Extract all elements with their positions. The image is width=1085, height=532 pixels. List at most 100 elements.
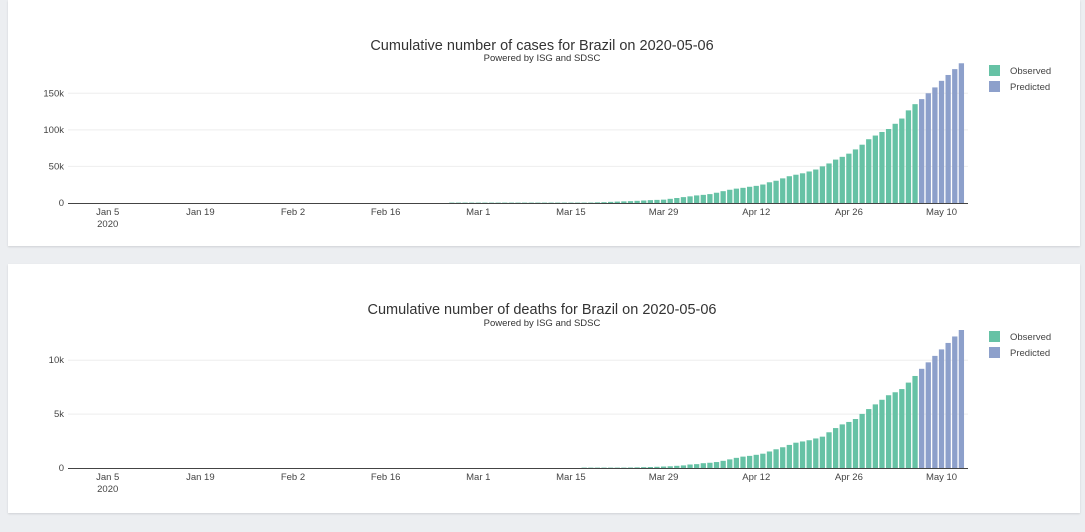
bar-observed[interactable] [846, 421, 852, 468]
legend-item-observed[interactable]: Observed [989, 331, 1051, 343]
bar-observed[interactable] [680, 197, 687, 203]
bar-predicted[interactable] [938, 349, 945, 468]
bar-observed[interactable] [680, 465, 687, 468]
bar-predicted[interactable] [932, 355, 938, 469]
bar-predicted[interactable] [932, 87, 938, 203]
bar-predicted[interactable] [919, 99, 925, 203]
bar-observed[interactable] [885, 129, 892, 203]
bar-observed[interactable] [799, 173, 806, 203]
bar-observed[interactable] [905, 382, 912, 468]
bar-observed[interactable] [733, 457, 740, 468]
bar-observed[interactable] [647, 467, 653, 468]
bar-predicted[interactable] [945, 74, 951, 203]
bar-observed[interactable] [806, 171, 812, 203]
bar-observed[interactable] [700, 463, 706, 468]
bar-predicted[interactable] [945, 342, 951, 468]
bar-observed[interactable] [899, 389, 905, 468]
bar-observed[interactable] [614, 201, 620, 203]
bar-observed[interactable] [641, 200, 647, 204]
bar-observed[interactable] [839, 156, 845, 203]
bar-observed[interactable] [760, 184, 766, 203]
bar-observed[interactable] [892, 123, 898, 203]
bar-predicted[interactable] [952, 69, 958, 204]
bar-observed[interactable] [879, 131, 885, 203]
bar-observed[interactable] [833, 428, 839, 468]
bar-observed[interactable] [826, 432, 832, 468]
bar-predicted[interactable] [925, 93, 931, 203]
bar-observed[interactable] [740, 187, 746, 203]
bar-observed[interactable] [799, 441, 806, 468]
legend-item-predicted[interactable]: Predicted [989, 347, 1050, 359]
bar-observed[interactable] [780, 447, 786, 468]
bar-observed[interactable] [667, 466, 673, 468]
bar-observed[interactable] [654, 199, 660, 203]
bar-observed[interactable] [647, 200, 653, 203]
bar-observed[interactable] [780, 178, 786, 203]
bar-observed[interactable] [852, 149, 859, 203]
bar-observed[interactable] [720, 460, 726, 468]
bar-observed[interactable] [806, 440, 812, 468]
bar-observed[interactable] [846, 153, 852, 203]
bar-predicted[interactable] [938, 80, 945, 203]
bar-observed[interactable] [786, 444, 792, 468]
bar-predicted[interactable] [958, 63, 965, 203]
bar-observed[interactable] [839, 424, 845, 468]
bar-observed[interactable] [773, 180, 779, 203]
bar-observed[interactable] [733, 188, 740, 203]
bar-observed[interactable] [621, 201, 627, 203]
bar-observed[interactable] [912, 375, 918, 468]
bar-observed[interactable] [819, 436, 826, 468]
bar-observed[interactable] [713, 462, 720, 468]
bar-observed[interactable] [852, 419, 859, 468]
bar-predicted[interactable] [919, 368, 925, 468]
bar-observed[interactable] [660, 466, 667, 468]
bar-observed[interactable] [746, 186, 753, 203]
bar-observed[interactable] [654, 466, 660, 468]
bar-observed[interactable] [859, 144, 865, 203]
bar-observed[interactable] [872, 404, 878, 468]
bar-observed[interactable] [826, 163, 832, 203]
bar-observed[interactable] [601, 202, 607, 203]
bar-observed[interactable] [694, 464, 700, 468]
bar-observed[interactable] [667, 198, 673, 203]
bar-observed[interactable] [760, 453, 766, 468]
bar-observed[interactable] [813, 438, 819, 468]
bar-observed[interactable] [813, 169, 819, 203]
legend-item-predicted[interactable]: Predicted [989, 81, 1050, 93]
bar-observed[interactable] [766, 451, 773, 468]
bar-observed[interactable] [773, 449, 779, 468]
bar-observed[interactable] [674, 465, 680, 468]
bar-observed[interactable] [885, 395, 892, 468]
bar-observed[interactable] [746, 455, 753, 468]
bar-observed[interactable] [594, 202, 601, 203]
bar-observed[interactable] [713, 192, 720, 203]
bar-observed[interactable] [627, 467, 634, 469]
bar-predicted[interactable] [952, 336, 958, 468]
bar-observed[interactable] [866, 409, 872, 468]
bar-observed[interactable] [872, 135, 878, 203]
bar-observed[interactable] [819, 166, 826, 203]
bar-observed[interactable] [634, 467, 640, 468]
bar-observed[interactable] [866, 139, 872, 203]
bar-observed[interactable] [694, 195, 700, 203]
bar-observed[interactable] [753, 454, 759, 468]
legend-item-observed[interactable]: Observed [989, 65, 1051, 77]
bar-predicted[interactable] [958, 330, 965, 468]
bar-observed[interactable] [879, 399, 885, 468]
bar-observed[interactable] [641, 467, 647, 468]
bar-observed[interactable] [740, 456, 746, 468]
bar-predicted[interactable] [925, 362, 931, 468]
bar-observed[interactable] [912, 104, 918, 203]
bar-observed[interactable] [899, 118, 905, 203]
bar-observed[interactable] [766, 182, 773, 203]
bar-observed[interactable] [833, 159, 839, 203]
bar-observed[interactable] [793, 442, 799, 468]
bar-observed[interactable] [727, 459, 733, 469]
bar-observed[interactable] [859, 413, 865, 468]
bar-observed[interactable] [674, 198, 680, 203]
bar-observed[interactable] [707, 462, 713, 468]
bar-observed[interactable] [634, 200, 640, 203]
bar-observed[interactable] [627, 201, 634, 203]
bar-observed[interactable] [793, 174, 799, 203]
bar-observed[interactable] [608, 201, 614, 203]
